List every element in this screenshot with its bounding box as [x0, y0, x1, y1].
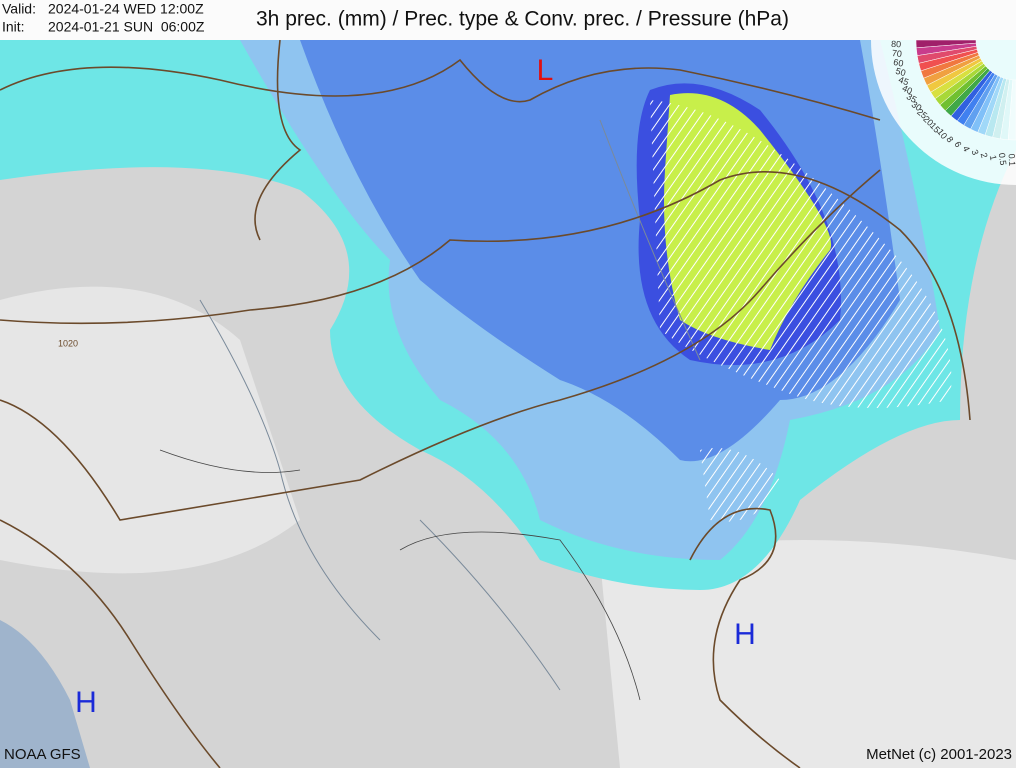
- sea: [0, 620, 90, 768]
- init-label: Init:: [2, 19, 25, 35]
- source: NOAA GFS: [4, 746, 81, 763]
- legend-label: 4: [961, 144, 972, 153]
- legend-label: 50: [894, 66, 906, 78]
- low-pressure: L: [537, 54, 554, 87]
- credit: MetNet (c) 2001-2023: [866, 746, 1012, 763]
- isobar: [0, 58, 881, 121]
- legend-label: 2: [979, 152, 990, 160]
- map-title: 3h prec. (mm) / Prec. type & Conv. prec.…: [256, 8, 789, 31]
- legend-label: 30: [910, 99, 924, 113]
- terrain-light: [600, 540, 1016, 768]
- valid-time: 2024-01-24 WED 12:00Z: [48, 1, 204, 17]
- isobar-label: 1020: [58, 338, 78, 348]
- mixed-precip-hatch: [700, 448, 780, 522]
- legend-label: 40: [901, 83, 914, 96]
- header-bg: [0, 0, 1016, 40]
- legend-label: 8: [944, 135, 955, 145]
- legend-label: 45: [897, 75, 910, 88]
- border: [159, 449, 641, 701]
- valid-label: Valid:: [2, 1, 36, 17]
- legend-label: 15: [928, 121, 942, 135]
- mixed-precip-hatch: [650, 100, 952, 408]
- legend-label: 6: [952, 140, 963, 149]
- isobar: [0, 169, 881, 521]
- legend-label: 60: [893, 57, 905, 69]
- legend-label: 0.1: [1007, 153, 1016, 166]
- init-time: 2024-01-21 SUN 06:00Z: [48, 19, 205, 35]
- isobar: [0, 507, 801, 769]
- legend-swatch: [1007, 79, 1016, 141]
- legend-label: 70: [891, 48, 902, 59]
- legend-label: 0.5: [997, 152, 1008, 166]
- legend-label: 80: [891, 39, 901, 49]
- high-pressure: H: [734, 618, 756, 651]
- terrain-light: [0, 286, 300, 574]
- river: [199, 119, 701, 691]
- legend-label: 3: [969, 148, 980, 156]
- isobar: [0, 171, 971, 421]
- isobar: [254, 39, 302, 241]
- legend-label: 10: [935, 127, 949, 141]
- legend-label: 35: [905, 91, 919, 105]
- legend-label: 1: [988, 154, 999, 161]
- legend-label: 20: [921, 114, 935, 128]
- legend-label: 25: [915, 107, 929, 121]
- high-pressure: H: [75, 686, 97, 719]
